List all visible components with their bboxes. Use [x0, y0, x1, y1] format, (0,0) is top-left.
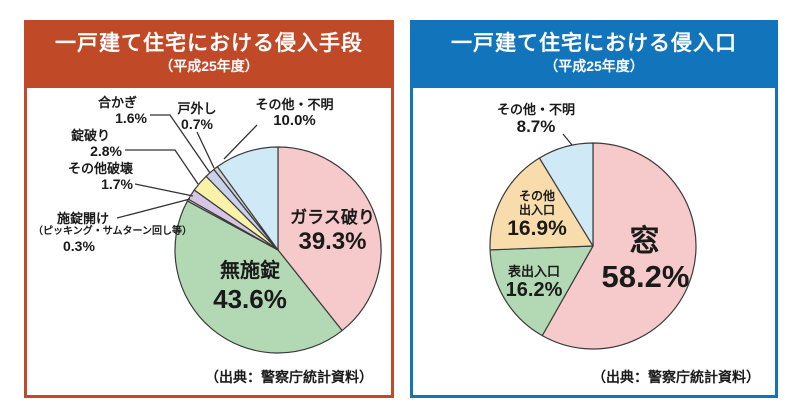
slice-label-pct: 16.9%: [507, 217, 567, 241]
slice-label-pct: 0.7%: [181, 116, 213, 133]
leader-other-destruction: [134, 183, 194, 197]
panel-title: 一戸建て住宅における侵入口: [451, 32, 737, 55]
slice-label-unlocked: 無施錠 43.6%: [200, 260, 300, 314]
slice-label-text: 戸外し: [177, 101, 217, 116]
pie-chart-intrusion-methods: [116, 114, 382, 354]
leader-lines: [116, 114, 258, 219]
slice-label-lock-picking: 施錠開け （ピッキング・サムターン回し等） 0.3%: [33, 211, 203, 255]
slice-label-text: 無施錠: [220, 260, 280, 282]
chart-area: 合かぎ 1.6% 戸外し 0.7% その他・不明 10.0% 錠破り 2.8% …: [27, 88, 391, 394]
leader-other-unknown: [223, 124, 258, 160]
chart-area: その他・不明 8.7% その他 出入口 16.9% 表出入口 16.2% 窓 5…: [413, 88, 775, 394]
slice-label-pct: 16.2%: [505, 279, 563, 302]
slice-label-other-entrance: その他 出入口 16.9%: [498, 189, 576, 242]
pie-slice-unlocked: [174, 200, 343, 354]
leader-lines: [562, 133, 573, 146]
panel-title-bar: 一戸建て住宅における侵入手段 （平成25年度）: [27, 23, 391, 88]
slice-label-text: その他・不明: [255, 97, 334, 112]
slice-label-glass-breaking: ガラス破り 39.3%: [285, 208, 380, 256]
slice-label-text: 錠破り: [70, 128, 110, 143]
panel-subtitle: （平成25年度）: [159, 58, 259, 74]
pie-slice-front-entrance: [489, 245, 594, 337]
panel-title-bar: 一戸建て住宅における侵入口 （平成25年度）: [413, 23, 775, 88]
slice-label-text: 窓: [629, 225, 662, 258]
slice-label-duplicate-key: 合かぎ 1.6%: [62, 95, 147, 127]
slice-label-text-line2: 出入口: [518, 203, 555, 218]
source-note: （出典：警察庁統計資料）: [592, 369, 760, 385]
slice-label-pct: 10.0%: [273, 112, 316, 130]
leader-lock-breaking: [125, 149, 199, 185]
pie-slice-window: [541, 142, 697, 350]
slice-label-text: 合かぎ: [97, 95, 137, 110]
slice-label-lock-breaking: 錠破り 2.8%: [42, 128, 122, 160]
slice-label-other-unknown: その他・不明 10.0%: [247, 97, 342, 130]
leader-lock-picking: [116, 198, 191, 219]
pie-slice-other-entrance: [489, 157, 594, 251]
slice-label-pct: 1.7%: [101, 176, 133, 193]
slice-label-pct: 8.7%: [516, 117, 556, 137]
pie-slice-other-unknown: [538, 142, 594, 247]
chart-panel-intrusion-methods: 一戸建て住宅における侵入手段 （平成25年度） 合かぎ 1.6% 戸外し 0.7…: [24, 20, 394, 398]
slice-label-text: ガラス破り: [290, 208, 375, 227]
slice-label-pct: 39.3%: [298, 228, 367, 256]
slice-label-pct: 0.3%: [63, 238, 95, 255]
slice-label-front-entrance: 表出入口 16.2%: [493, 264, 575, 303]
slice-label-text: その他破壊: [67, 161, 133, 176]
slice-label-other-destruction: その他破壊 1.7%: [45, 161, 133, 193]
slice-label-pct: 2.8%: [90, 143, 122, 160]
panel-title: 一戸建て住宅における侵入手段: [55, 32, 363, 55]
slice-label-text: 施錠開け: [57, 211, 110, 226]
leader-other-unknown: [562, 133, 573, 146]
slice-label-text-line1: その他: [518, 189, 555, 203]
leader-door-removal: [196, 131, 215, 169]
slice-label-other-unknown: その他・不明 8.7%: [496, 102, 576, 137]
slice-label-text: その他・不明: [496, 102, 575, 117]
slice-label-pct: 58.2%: [601, 259, 690, 295]
pie-slice-glass-breaking: [277, 146, 382, 332]
slice-label-pct: 43.6%: [213, 283, 287, 314]
slice-label-pct: 1.6%: [115, 110, 147, 127]
pie-chart-intrusion-entries: [489, 133, 697, 350]
slice-label-text: 表出入口: [507, 264, 560, 279]
pie-slice-other-unknown: [216, 146, 279, 251]
leader-duplicate-key: [150, 114, 211, 174]
chart-panel-intrusion-entries: 一戸建て住宅における侵入口 （平成25年度） その他・不明 8.7% その他 出…: [410, 20, 778, 398]
panel-subtitle: （平成25年度）: [544, 58, 644, 74]
slice-label-window: 窓 58.2%: [583, 224, 708, 296]
slice-label-door-removal: 戸外し 0.7%: [165, 101, 229, 133]
source-note: （出典：警察庁統計資料）: [205, 369, 373, 385]
slice-label-note: （ピッキング・サムターン回し等）: [33, 226, 192, 238]
